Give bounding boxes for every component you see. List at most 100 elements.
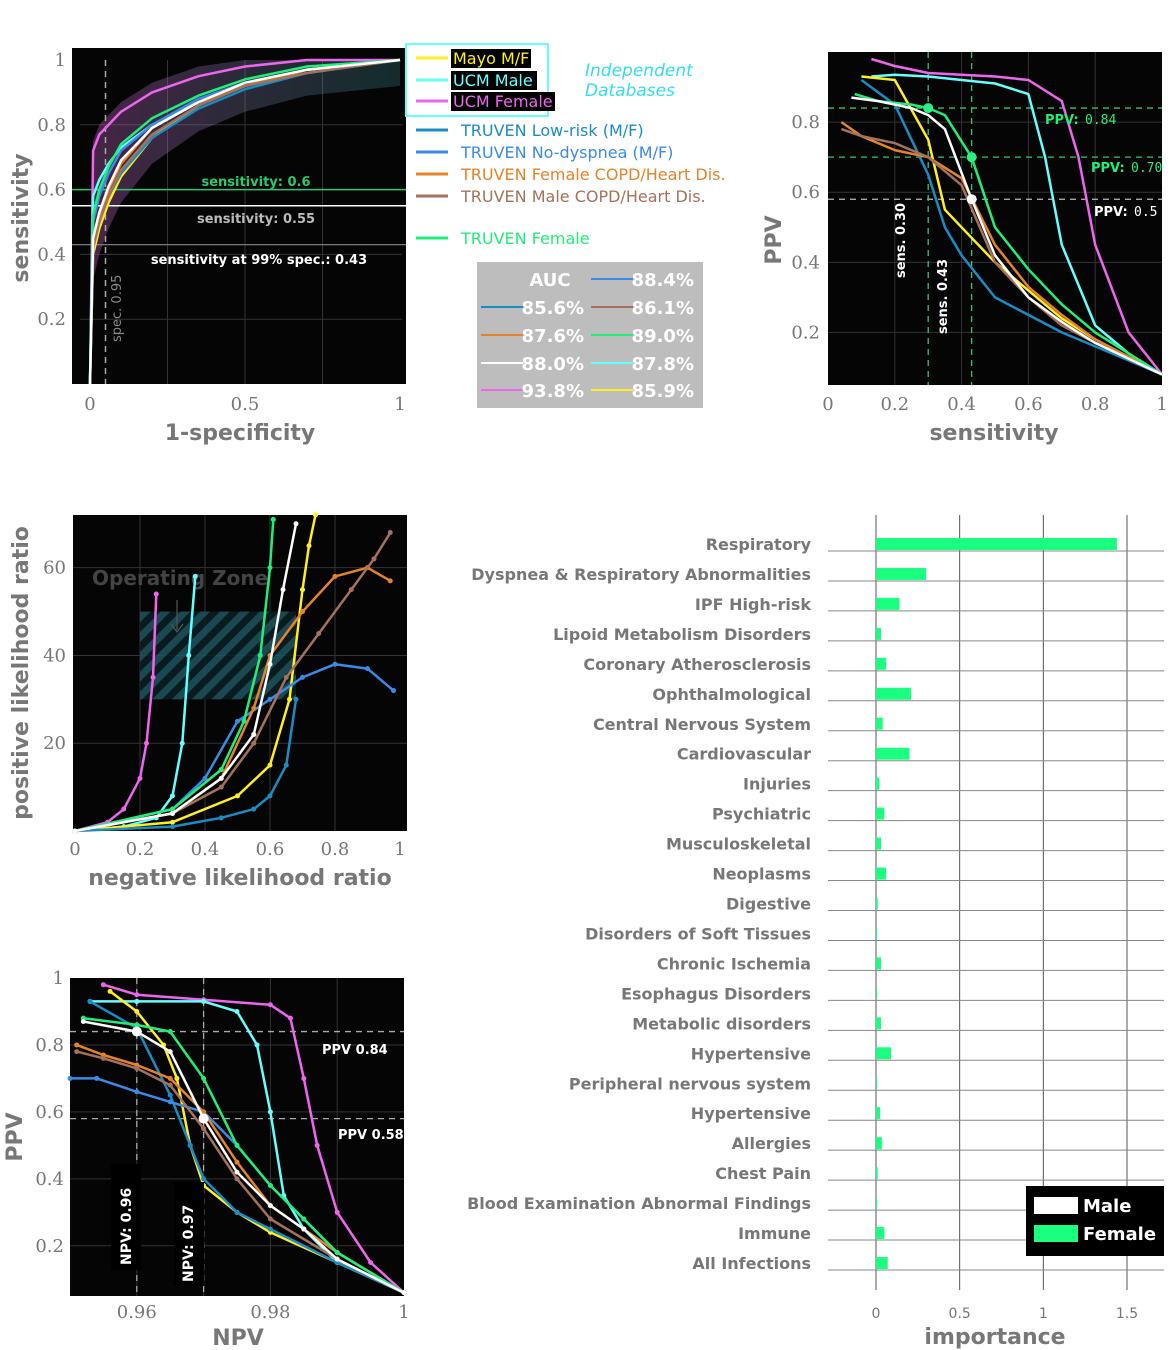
ppv-npv-y-tick-4: 1 (53, 968, 64, 989)
importance-bar-ophthalmological (876, 687, 912, 700)
lr-point-ucm-female (121, 806, 127, 812)
importance-bar-chest-pain (876, 1167, 878, 1180)
ppv-npv-point-ucm-female (100, 982, 106, 988)
lr-y-axis-label: positive likelihood ratio (9, 526, 34, 820)
independent-legend-box (405, 43, 549, 117)
roc-x-tick-2: 1 (394, 394, 405, 415)
importance-bar-central-nervous-system (876, 717, 883, 730)
lr-point-mayo-m-f (300, 587, 305, 593)
ppv-npv-point-ucm-male (201, 998, 207, 1004)
legend-label-truven-lowrisk: TRUVEN Low-risk (M/F) (460, 121, 644, 140)
ppv-npv-npv097-label: NPV: 0.97 (181, 1205, 197, 1282)
legend-label-ucm-female: UCM Female (453, 92, 553, 111)
ppv-npv-point-white-m-f (267, 1203, 273, 1209)
ppv-npv-panel: PPV 0.84 PPV 0.58 NPV: 0.96 NPV: 0.97 0.… (3, 968, 410, 1350)
importance-label-central-nervous-system: Central Nervous System (593, 715, 811, 734)
ppv-npv-ticks: 0.96 0.98 1 0.2 0.4 0.6 0.8 1 (35, 968, 409, 1323)
ppv-npv-ppv084-label: PPV 0.84 (322, 1043, 388, 1058)
ppv-npv-point-ucm-male (267, 1109, 273, 1115)
legend-label-bg-ucm-female (451, 92, 555, 111)
lr-point-white-m-f (251, 731, 257, 737)
lr-point-truven-female (241, 718, 247, 724)
ppv-npv-point-ucm-female (267, 1002, 273, 1008)
lr-point-truven-male-copd-heart-dis (371, 556, 377, 562)
ppv-npv-point-white-m-f (334, 1256, 340, 1262)
importance-label-blood-examination-abnormal-findings: Blood Examination Abnormal Findings (467, 1194, 811, 1213)
ppv-sens-ppv084-value: 0.84 (1085, 113, 1116, 128)
importance-label-psychiatric: Psychiatric (712, 805, 811, 824)
ppv-npv-x-tick-2: 1 (398, 1302, 409, 1323)
ppv-npv-line-ucm-female (103, 983, 405, 1294)
importance-label-chronic-ischemia: Chronic Ischemia (657, 954, 811, 973)
ppv-npv-point-truven-female (134, 1022, 140, 1028)
ppv-npv-point-truven-low-risk-m-f (201, 1176, 207, 1182)
lr-line-mayo-m-f (74, 514, 317, 833)
roc-y-tick-2: 0.6 (37, 180, 66, 201)
ppv-sens-ppv070-value: 0.70 (1131, 161, 1162, 176)
lr-point-truven-no-dyspnea-m-f (235, 718, 240, 724)
ppv-npv-point-mayo-m-f (134, 1008, 140, 1014)
auc-value-nodyspnea: 88.4% (632, 270, 694, 291)
ppv-npv-point-truven-female-copd-heart-dis (201, 1109, 207, 1115)
ppv-npv-point-truven-female-copd-heart-dis (234, 1159, 240, 1165)
importance-bar-coronary-atherosclerosis (876, 657, 887, 670)
ppv-npv-point-ucm-male (134, 998, 140, 1004)
importance-bar-immune (876, 1227, 885, 1240)
ppv-sens-x-tick-3: 0.6 (1014, 394, 1043, 415)
lr-point-ucm-female (137, 775, 143, 781)
ppv-npv-point-truven-low-risk-m-f (234, 1209, 240, 1215)
lr-point-ucm-male (186, 652, 192, 658)
importance-bar-allergies (876, 1137, 882, 1150)
importance-label-cardiovascular: Cardiovascular (677, 745, 811, 764)
importance-grid (828, 515, 1164, 1290)
ppv-sens-ppv070-label: PPV: (1091, 161, 1125, 176)
legend-label-mayo: Mayo M/F (453, 49, 529, 68)
ppv-sens-marker-0 (923, 103, 934, 114)
importance-x-axis-label: importance (924, 1325, 1065, 1350)
ppv-npv-point-mayo-m-f (174, 1075, 180, 1081)
ppv-npv-y-tick-3: 0.8 (35, 1035, 64, 1056)
importance-label-allergies: Allergies (732, 1134, 811, 1153)
roc-line-truven-female (88, 58, 401, 385)
roc-spec-label: spec. 0.95 (110, 275, 125, 342)
ppv-sens-x-axis-label: sensitivity (929, 421, 1058, 446)
lr-point-truven-no-dyspnea-m-f (332, 661, 338, 667)
lr-point-truven-female-copd-heart-dis (251, 705, 257, 711)
importance-x-tick-0: 0 (872, 1306, 881, 1322)
roc-panel: sensitivity: 0.6 sensitivity: 0.55 sensi… (9, 48, 406, 446)
operating-zone-arrow-head (170, 623, 184, 633)
lr-point-mayo-m-f (287, 696, 292, 702)
ppv-sens-ticks: 0 0.2 0.4 0.6 0.8 1 0.2 0.4 0.6 0.8 (791, 112, 1167, 415)
ppv-npv-point-ucm-female (134, 992, 140, 998)
ppv-sens-ppv058-label: PPV: (1094, 205, 1128, 220)
auc-value-male-copd: 86.1% (632, 298, 694, 319)
ppv-npv-ppv058-label: PPV 0.58 (338, 1128, 404, 1143)
ppv-npv-y-axis-label: PPV (3, 1112, 28, 1161)
importance-bar-blood-examination-abnormal-findings (876, 1197, 877, 1210)
ppv-npv-y-tick-2: 0.6 (35, 1102, 64, 1123)
importance-bar-hypertensive (876, 1047, 892, 1060)
importance-label-immune: Immune (738, 1224, 811, 1243)
importance-label-hypertensive: Hypertensive (691, 1044, 811, 1063)
ppv-npv-point-white-m-f (401, 1290, 407, 1296)
importance-label-injuries: Injuries (743, 775, 811, 794)
ppv-npv-points (131, 1026, 209, 1124)
roc-sens055-label: sensitivity: 0.55 (197, 212, 315, 227)
ppv-npv-point-ucm-female (368, 1260, 374, 1266)
ppv-sens-marker-2 (966, 194, 977, 205)
ppv-npv-point-truven-male-copd-heart-dis (134, 1065, 140, 1071)
importance-bar-injuries (876, 777, 880, 790)
ppv-sens-panel: PPV: 0.84 PPV: 0.70 PPV: 0.5 sens. 0.30 … (762, 52, 1168, 446)
ppv-sens-ppv084-label: PPV: (1045, 113, 1079, 128)
importance-legend-male: Male (1083, 1196, 1131, 1217)
ppv-sens-sens030-label: sens. 0.30 (894, 203, 909, 278)
ppv-npv-point-ucm-male (234, 1008, 240, 1014)
ppv-npv-point-truven-female (234, 1142, 240, 1148)
ppv-sens-y-tick-1: 0.4 (791, 252, 820, 273)
ppv-npv-point-ucm-female (287, 1015, 293, 1021)
ppv-sens-ppv058-value: 0.5 (1134, 205, 1157, 220)
legend-label-bg-ucm-male (451, 71, 537, 90)
roc-series (88, 58, 401, 385)
ppv-npv-point-truven-male-copd-heart-dis (74, 1049, 80, 1055)
ppv-sens-x-tick-1: 0.2 (880, 394, 909, 415)
